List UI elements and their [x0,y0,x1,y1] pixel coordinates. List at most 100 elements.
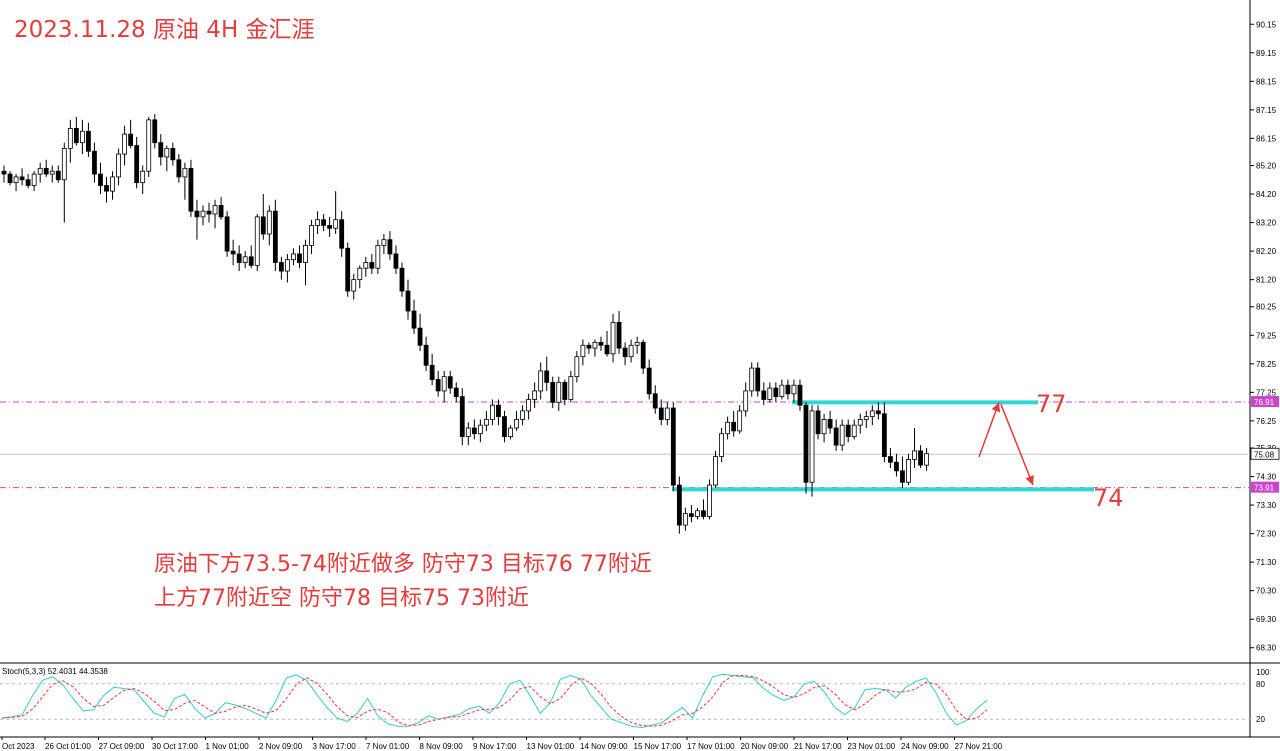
stoch-signal-line [1,675,988,727]
candle-body [791,384,797,395]
y-tick-label: 69.30 [1256,615,1277,624]
candle-body [761,390,767,400]
candle [25,174,31,189]
candle [73,116,79,146]
x-tick-label: 17 Nov 01:00 [687,742,735,751]
candle-body [7,173,13,184]
candle [749,362,755,397]
candle-body [140,170,146,184]
candle-body [701,510,706,517]
y-tick-label: 74.30 [1256,473,1277,482]
forecast-arrows [978,402,1034,486]
candle-body [321,219,326,226]
candle-body [520,410,525,420]
x-tick-label: 27 Nov 21:00 [955,742,1003,751]
candle [604,331,610,357]
candle [845,419,851,443]
candle [43,159,49,177]
candle [815,405,821,440]
x-tick-label: 30 Oct 17:00 [152,742,198,751]
candle-body [544,370,550,383]
candle [532,382,538,409]
candle-body [417,327,423,346]
level-price-box [1251,396,1279,408]
candle-body [67,128,73,149]
candle-body [357,267,363,281]
time-axis: Oct 2023 26 Oct 01:00 27 Oct 09:00 30 Oct 1… [1,737,1003,751]
y-tick-label: 77.25 [1256,388,1277,397]
candle-body [610,322,616,355]
y-tick-label: 72.30 [1256,530,1277,539]
stoch-main-line [1,673,988,729]
x-tick-label: Oct 2023 [2,742,35,751]
candle [508,425,513,440]
candle [827,410,833,434]
level-price-box [1251,481,1279,493]
candle-body [496,404,501,418]
candle-body [803,404,809,483]
candle [230,239,236,266]
candle-body [188,167,194,212]
candle-body [242,256,248,263]
candle [146,116,152,177]
candle-body [689,513,694,517]
candle [152,114,158,149]
candle [158,134,164,166]
candle [49,165,55,183]
candle-body [31,173,37,186]
candle [447,370,453,394]
candle-body [164,147,170,158]
candle-body [568,376,574,400]
candle [345,242,351,297]
candle-body [773,387,779,398]
candle-body [459,396,465,437]
price-axis: 90.15 89.15 88.15 87.15 86.15 85.20 84.20 83.20… [1250,20,1280,653]
candle [725,416,730,440]
candle-body [881,413,887,457]
candle-body [43,167,49,175]
x-tick-label: 3 Nov 17:00 [313,742,357,751]
candle [737,405,743,434]
candle [333,191,339,234]
x-tick-label: 7 Nov 01:00 [366,742,410,751]
candle-body [116,153,121,178]
x-tick-label: 1 Nov 01:00 [206,742,250,751]
candle-body [146,119,152,172]
candle-body [236,253,242,263]
candle [634,336,640,354]
candle-body [490,404,495,420]
candle-body [839,424,845,446]
candle [417,313,423,351]
candle [538,362,544,400]
candle-body [272,210,278,263]
y-tick-label: 89.15 [1256,49,1277,58]
candle-body [206,210,212,215]
candle-body [447,376,453,389]
candle [483,410,489,431]
y-tick-label: 70.30 [1256,587,1277,596]
candle [291,248,296,266]
current-price-label: 75.08 [1254,450,1275,459]
candle [610,313,616,363]
candle [785,379,791,400]
candle-body [616,322,622,349]
candle-body [297,253,302,263]
stoch-axis-label: 80 [1256,680,1265,689]
stoch-label: Stoch(5,3,3) 52.4031 44.3538 [2,667,108,676]
candle-body [315,219,320,226]
candle [55,165,61,183]
y-tick-label: 79.25 [1256,331,1277,340]
stochastic-panel: Stoch(5,3,3) 52.4031 44.3538 100 80 20 [0,667,1270,729]
candle [731,410,737,437]
candle-body [707,484,712,517]
y-tick-label: 87.15 [1256,106,1277,115]
y-tick-label: 83.20 [1256,219,1277,228]
candle [369,253,375,274]
y-tick-label: 81.20 [1256,276,1277,285]
level-price-label: 73.91 [1254,484,1275,493]
candle [857,413,863,434]
candle [592,339,598,357]
candle-body [538,370,544,392]
candle [399,262,405,297]
